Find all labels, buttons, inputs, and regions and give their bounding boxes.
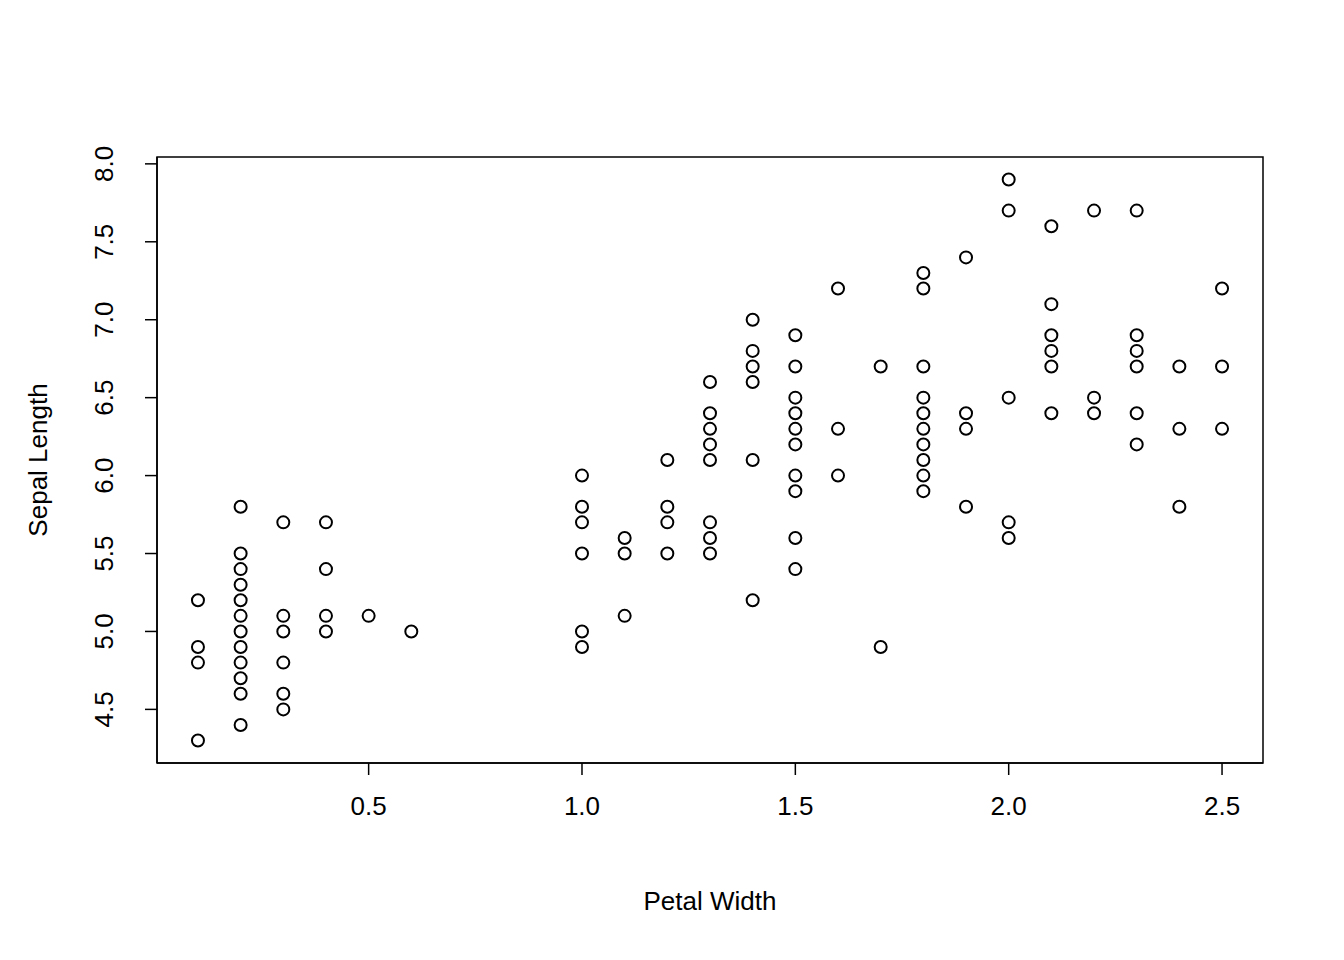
svg-text:2.5: 2.5 xyxy=(1204,791,1240,821)
svg-text:6.0: 6.0 xyxy=(89,458,119,494)
svg-text:4.5: 4.5 xyxy=(89,691,119,727)
svg-text:6.5: 6.5 xyxy=(89,380,119,416)
svg-text:2.0: 2.0 xyxy=(991,791,1027,821)
svg-text:1.0: 1.0 xyxy=(564,791,600,821)
svg-text:8.0: 8.0 xyxy=(89,146,119,182)
svg-text:7.0: 7.0 xyxy=(89,302,119,338)
svg-text:1.5: 1.5 xyxy=(777,791,813,821)
svg-text:Sepal Length: Sepal Length xyxy=(23,383,53,536)
svg-text:5.5: 5.5 xyxy=(89,535,119,571)
svg-text:Petal Width: Petal Width xyxy=(644,886,777,916)
svg-text:5.0: 5.0 xyxy=(89,613,119,649)
svg-text:0.5: 0.5 xyxy=(351,791,387,821)
svg-text:7.5: 7.5 xyxy=(89,224,119,260)
